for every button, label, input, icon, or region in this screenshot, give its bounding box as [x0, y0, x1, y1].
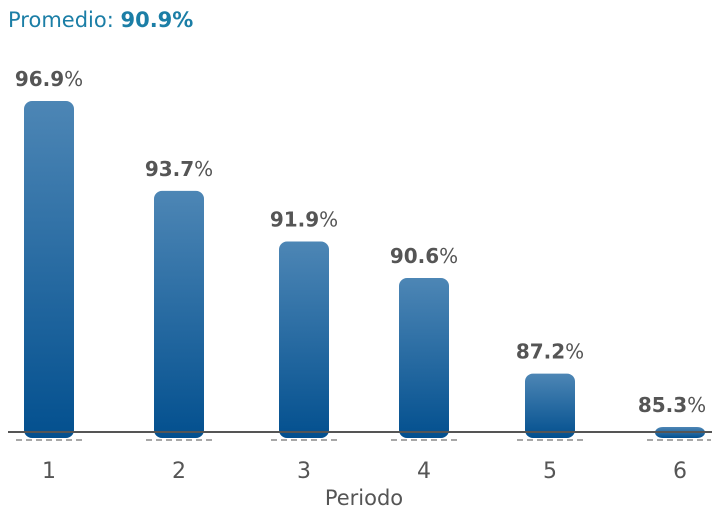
x-axis-title: Periodo [325, 486, 403, 509]
x-tick-label-5: 5 [543, 459, 557, 484]
bar-4 [399, 278, 449, 438]
data-label-6: 85.3% [638, 393, 706, 417]
x-tick-label-3: 3 [297, 459, 311, 484]
data-label-2: 93.7% [145, 157, 213, 181]
bar-1 [24, 101, 74, 438]
data-label-1: 96.9% [15, 67, 83, 91]
data-label-3: 91.9% [270, 208, 338, 232]
average-label: Promedio: [8, 8, 114, 32]
data-label-4: 90.6% [390, 244, 458, 268]
data-label-5: 87.2% [516, 340, 584, 364]
bar-2 [154, 190, 204, 438]
average-summary: Promedio: 90.9% [8, 8, 193, 32]
average-value: 90.9% [120, 8, 194, 32]
x-tick-label-4: 4 [417, 459, 431, 484]
bar-5 [525, 373, 575, 438]
x-tick-label-2: 2 [172, 459, 186, 484]
x-tick-label-6: 6 [673, 459, 687, 484]
x-tick-label-1: 1 [42, 459, 56, 484]
bar-3 [279, 241, 329, 438]
